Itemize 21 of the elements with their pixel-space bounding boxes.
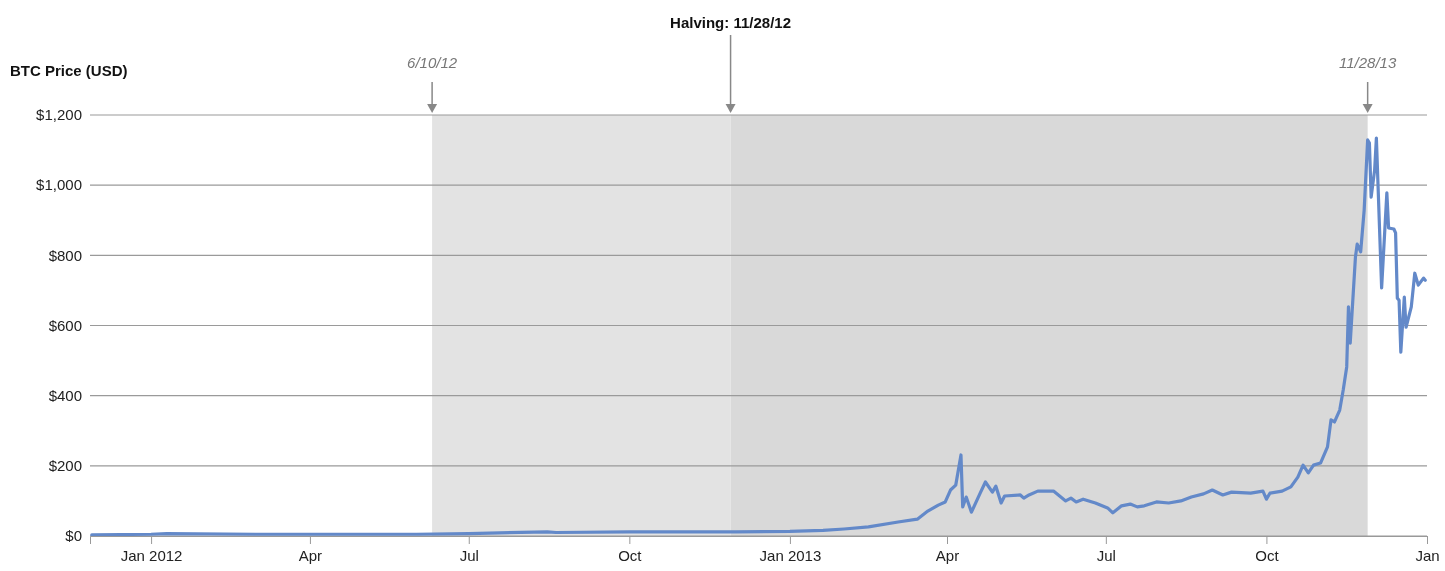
y-tick-label: $200 <box>48 457 82 475</box>
y-tick-label: $800 <box>48 246 82 264</box>
annotation: 6/10/12 <box>407 54 458 71</box>
x-tick-label: Jan 2013 <box>759 546 822 564</box>
y-tick-label: $1,000 <box>36 176 82 194</box>
x-tick-label: Oct <box>618 546 643 564</box>
y-tick-label: $0 <box>65 527 82 545</box>
x-tick-label: Oct <box>1255 546 1280 564</box>
x-tick-label: Jan 2012 <box>120 546 183 564</box>
y-tick-label: $1,200 <box>36 106 82 124</box>
x-tick-label: Apr <box>298 546 323 564</box>
x-tick-label: Jan <box>1415 546 1440 564</box>
x-tick-label: Jul <box>459 546 479 564</box>
annotation: 11/28/13 <box>1339 54 1397 71</box>
line-series <box>90 136 1427 537</box>
y-tick-label: $600 <box>48 316 82 334</box>
annotation: Halving: 11/28/12 <box>670 14 792 31</box>
y-axis-title: BTC Price (USD) <box>10 62 128 79</box>
y-tick-label: $400 <box>48 386 82 404</box>
x-tick-label: Apr <box>935 546 960 564</box>
x-tick-label: Jul <box>1096 546 1116 564</box>
